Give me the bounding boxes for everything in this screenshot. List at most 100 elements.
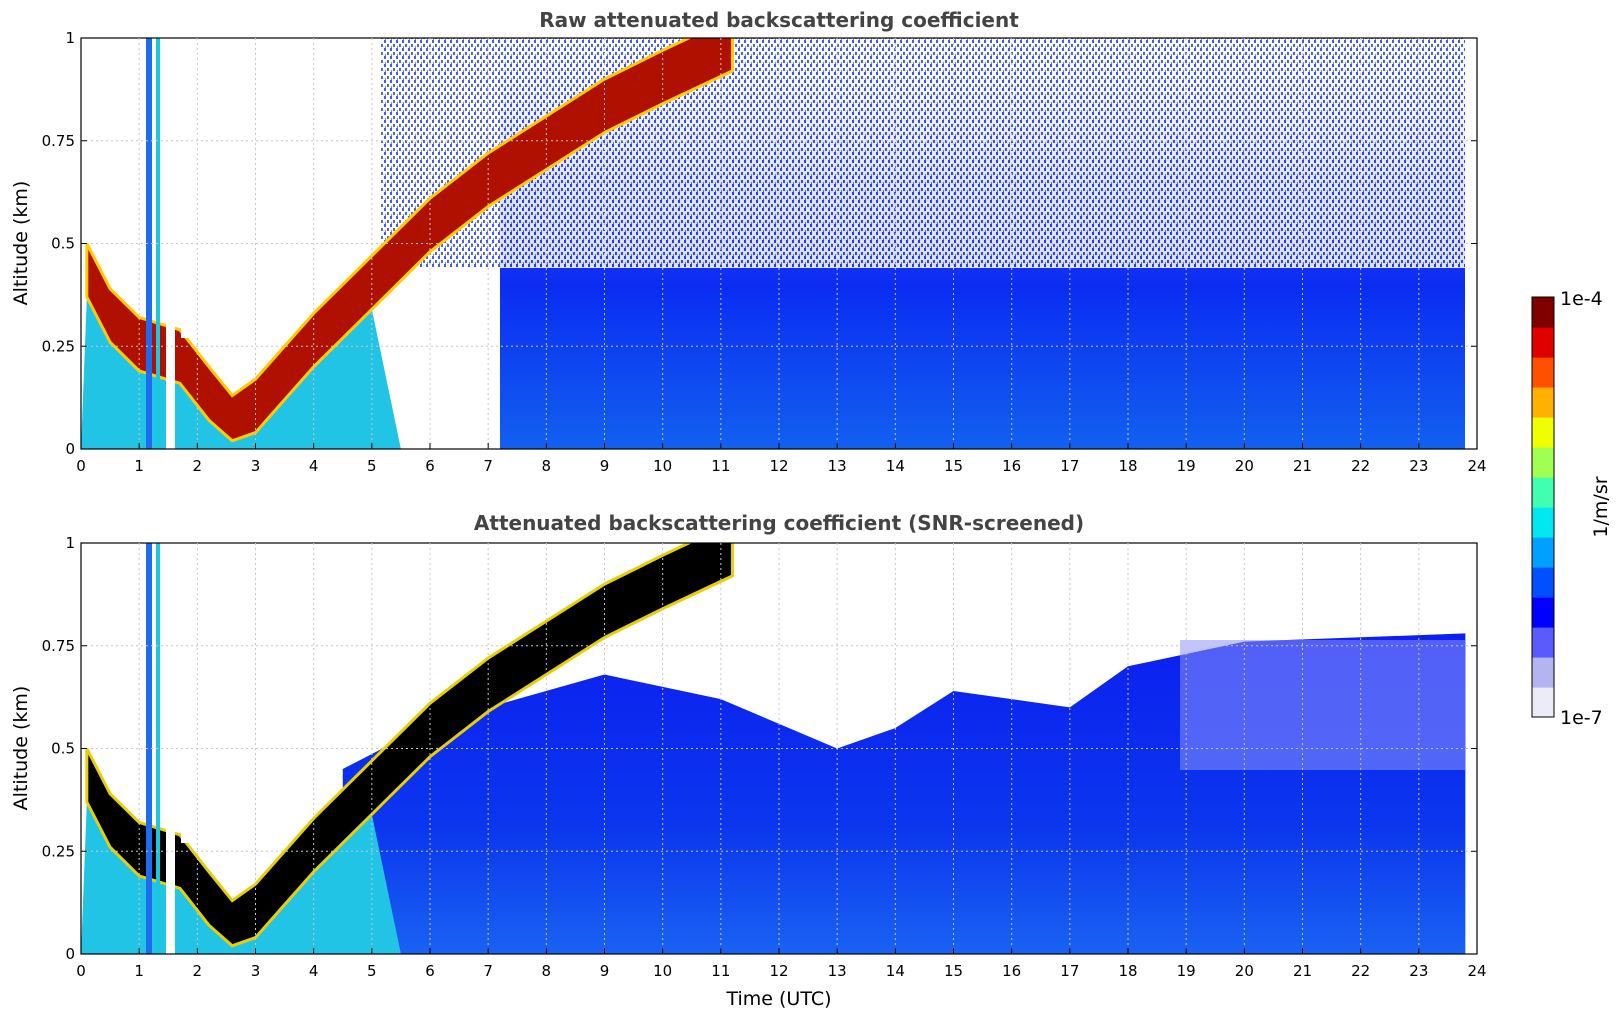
colorbar-segment (1532, 417, 1554, 448)
colorbar: 1e-4 1e-7 1/m/sr (1531, 288, 1612, 729)
axes-screened: 0 1 2 3 4 5 6 7 8 9 10 11 12 13 14 15 16 17 18 19 20 21 22 23 24… (42, 534, 1487, 980)
x-tick-label: 6 (425, 457, 435, 475)
x-tick-label: 18 (1118, 962, 1137, 980)
colorbar-segment (1532, 537, 1554, 568)
colorbar-segment (1532, 297, 1554, 328)
colorbar-segment (1532, 447, 1554, 478)
x-tick-label: 13 (828, 457, 847, 475)
x-axis-label: Time (UTC) (725, 988, 831, 1010)
precip-column-1 (146, 543, 152, 954)
x-tick-label: 15 (944, 457, 963, 475)
low-aerosol-region (81, 801, 401, 954)
x-tick-label: 16 (1002, 962, 1021, 980)
colorbar-segments (1532, 297, 1554, 718)
x-tick-label: 11 (711, 457, 730, 475)
x-tick-label: 3 (251, 457, 261, 475)
precip-column-1 (146, 38, 152, 449)
x-tick-label: 16 (1002, 457, 1021, 475)
x-tick-label: 13 (828, 962, 847, 980)
y-tick-label: 0.5 (51, 740, 75, 758)
axes-raw: 0 1 2 3 4 5 6 7 8 9 10 11 12 13 14 15 16 17 18 19 20 21 22 23 24… (42, 29, 1487, 475)
x-tick-label: 24 (1467, 962, 1486, 980)
colorbar-segment (1532, 567, 1554, 598)
x-tick-label: 6 (425, 962, 435, 980)
colorbar-frame (1531, 296, 1555, 718)
x-tick-label: 8 (542, 457, 552, 475)
x-tick-label: 9 (600, 457, 610, 475)
colorbar-segment (1532, 327, 1554, 358)
x-tick-label: 12 (769, 457, 788, 475)
x-tick-label: 14 (886, 962, 905, 980)
colorbar-segment (1532, 387, 1554, 418)
boundary-layer-band (85, 543, 734, 948)
colorbar-segment (1532, 597, 1554, 628)
x-tick-label: 17 (1060, 962, 1079, 980)
chart-title-screened: Attenuated backscattering coefficient (S… (474, 511, 1084, 535)
x-tick-label: 11 (711, 962, 730, 980)
x-tick-label: 10 (653, 457, 672, 475)
panel-screened: Attenuated backscattering coefficient (S… (10, 511, 1487, 1010)
x-tick-label: 1 (134, 457, 144, 475)
x-tick-label: 19 (1177, 457, 1196, 475)
x-tick-label: 10 (653, 962, 672, 980)
x-tick-label: 14 (886, 457, 905, 475)
x-tick-label: 7 (483, 962, 493, 980)
sky-gap-white (181, 543, 257, 843)
x-tick-label: 21 (1293, 457, 1312, 475)
y-tick-label: 0.75 (42, 637, 75, 655)
x-tick-label: 0 (76, 457, 86, 475)
colorbar-segment (1532, 507, 1554, 538)
x-tick-label: 18 (1118, 457, 1137, 475)
x-tick-label: 15 (944, 962, 963, 980)
x-tick-label: 12 (769, 962, 788, 980)
colorbar-label: 1/m/sr (1590, 476, 1612, 537)
y-tick-label: 0.75 (42, 132, 75, 150)
low-aerosol-region (81, 296, 401, 449)
y-axis-label-raw: Altitude (km) (10, 181, 32, 306)
sky-gap-white (181, 38, 257, 338)
panel-raw: Raw attenuated backscattering coefficien… (10, 8, 1487, 475)
y-tick-label: 0 (65, 440, 75, 458)
x-tick-label: 5 (367, 962, 377, 980)
colorbar-segment (1532, 357, 1554, 388)
y-tick-label: 0.25 (42, 842, 75, 860)
x-tick-label: 9 (600, 962, 610, 980)
colorbar-segment (1532, 687, 1554, 718)
y-tick-label: 1 (65, 29, 75, 47)
x-tick-label: 4 (309, 962, 319, 980)
colorbar-segment (1532, 627, 1554, 658)
x-tick-label: 22 (1351, 457, 1370, 475)
x-tick-label: 20 (1235, 962, 1254, 980)
x-tick-label: 17 (1060, 457, 1079, 475)
x-tick-label: 7 (483, 457, 493, 475)
y-axis-label-screened: Altitude (km) (10, 686, 32, 811)
colorbar-min-label: 1e-7 (1560, 707, 1603, 729)
y-tick-label: 0.25 (42, 337, 75, 355)
night-haze-patch (1180, 640, 1465, 770)
x-tick-label: 3 (251, 962, 261, 980)
colorbar-max-label: 1e-4 (1560, 288, 1603, 310)
x-tick-label: 23 (1409, 457, 1428, 475)
x-tick-label: 8 (542, 962, 552, 980)
x-tick-label: 2 (193, 962, 203, 980)
x-tick-label: 20 (1235, 457, 1254, 475)
x-tick-label: 24 (1467, 457, 1486, 475)
x-tick-label: 23 (1409, 962, 1428, 980)
chart-title-raw: Raw attenuated backscattering coefficien… (539, 8, 1019, 32)
white-gap-column (166, 38, 175, 449)
x-tick-label: 22 (1351, 962, 1370, 980)
x-tick-label: 21 (1293, 962, 1312, 980)
y-tick-label: 0.5 (51, 235, 75, 253)
y-tick-label: 0 (65, 945, 75, 963)
x-tick-label: 2 (193, 457, 203, 475)
x-tick-label: 0 (76, 962, 86, 980)
white-gap-column (166, 543, 175, 954)
x-tick-label: 5 (367, 457, 377, 475)
colorbar-segment (1532, 657, 1554, 688)
x-tick-label: 4 (309, 457, 319, 475)
y-tick-label: 1 (65, 534, 75, 552)
colorbar-segment (1532, 477, 1554, 508)
x-tick-label: 19 (1177, 962, 1196, 980)
x-tick-label: 1 (134, 962, 144, 980)
